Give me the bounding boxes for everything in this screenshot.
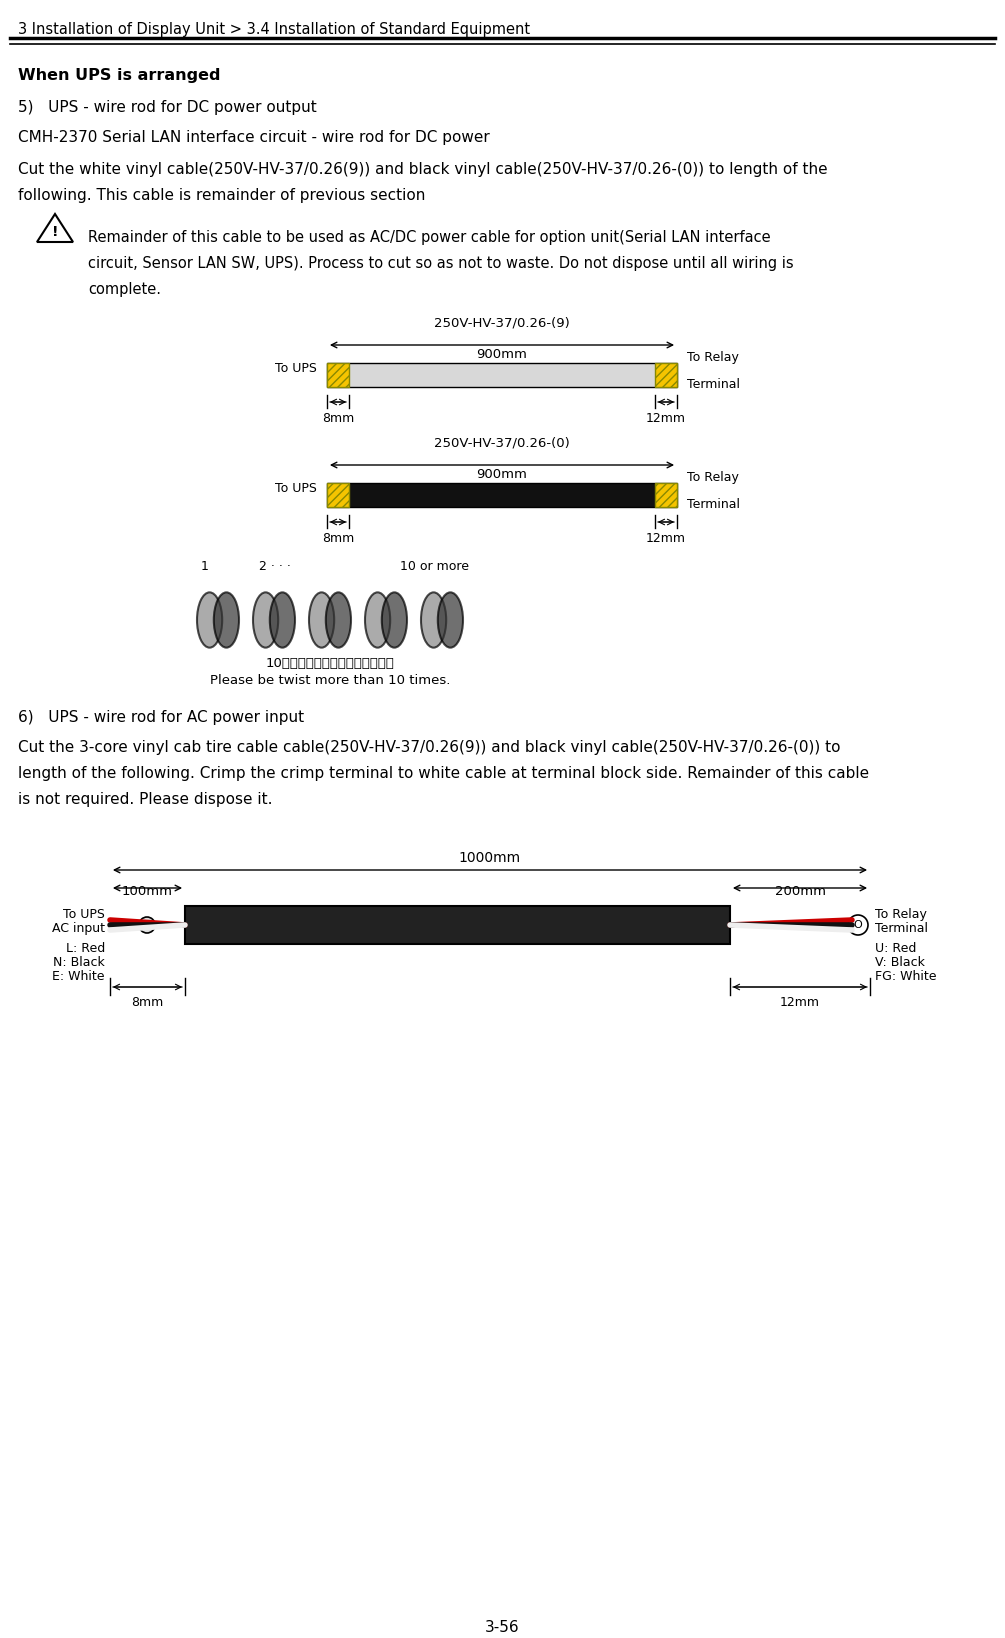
Text: CMH-2370 Serial LAN interface circuit - wire rod for DC power: CMH-2370 Serial LAN interface circuit - …	[18, 129, 489, 146]
Text: 12mm: 12mm	[646, 532, 686, 545]
Ellipse shape	[382, 593, 407, 647]
Text: 3-56: 3-56	[484, 1620, 520, 1635]
Ellipse shape	[197, 593, 222, 647]
Text: 10 or more: 10 or more	[401, 560, 469, 573]
Text: !: !	[51, 224, 58, 239]
Text: AC input: AC input	[52, 922, 105, 935]
Bar	[327, 483, 349, 508]
Text: N: Black: N: Black	[53, 957, 105, 970]
Text: 8mm: 8mm	[322, 413, 354, 424]
Ellipse shape	[309, 593, 335, 647]
Text: Please be twist more than 10 times.: Please be twist more than 10 times.	[210, 673, 450, 686]
Text: 6)   UPS - wire rod for AC power input: 6) UPS - wire rod for AC power input	[18, 709, 305, 726]
Text: To UPS: To UPS	[275, 362, 317, 375]
Text: Terminal: Terminal	[875, 922, 928, 935]
Text: Remainder of this cable to be used as AC/DC power cable for option unit(Serial L: Remainder of this cable to be used as AC…	[88, 229, 771, 246]
Text: 900mm: 900mm	[476, 347, 528, 360]
Text: To Relay: To Relay	[687, 351, 739, 364]
Text: 3 Installation of Display Unit > 3.4 Installation of Standard Equipment: 3 Installation of Display Unit > 3.4 Ins…	[18, 21, 530, 38]
Text: 100mm: 100mm	[122, 885, 173, 898]
Bar	[655, 364, 677, 387]
Ellipse shape	[438, 593, 463, 647]
Ellipse shape	[269, 593, 295, 647]
Ellipse shape	[365, 593, 390, 647]
Ellipse shape	[326, 593, 351, 647]
Text: 1000mm: 1000mm	[459, 852, 521, 865]
Text: 8mm: 8mm	[131, 996, 163, 1009]
Text: circuit, Sensor LAN SW, UPS). Process to cut so as not to waste. Do not dispose : circuit, Sensor LAN SW, UPS). Process to…	[88, 256, 794, 270]
Bar	[655, 483, 677, 508]
Ellipse shape	[214, 593, 239, 647]
Text: E: White: E: White	[52, 970, 105, 983]
Text: length of the following. Crimp the crimp terminal to white cable at terminal blo: length of the following. Crimp the crimp…	[18, 767, 869, 781]
Text: To UPS: To UPS	[63, 907, 105, 921]
Text: FG: White: FG: White	[875, 970, 937, 983]
Text: 1: 1	[201, 560, 209, 573]
Text: 2 · · ·: 2 · · ·	[259, 560, 290, 573]
Text: 12mm: 12mm	[646, 413, 686, 424]
Text: 250V-HV-37/0.26-(0): 250V-HV-37/0.26-(0)	[434, 437, 570, 450]
Bar	[185, 906, 730, 943]
Text: Cut the 3-core vinyl cab tire cable cable(250V-HV-37/0.26(9)) and black vinyl ca: Cut the 3-core vinyl cab tire cable cabl…	[18, 740, 840, 755]
Text: To Relay: To Relay	[875, 907, 927, 921]
Ellipse shape	[421, 593, 446, 647]
Text: 10回以上絞り合わせてください。: 10回以上絞り合わせてください。	[265, 657, 394, 670]
Bar	[327, 364, 677, 387]
Text: O: O	[853, 921, 862, 930]
Text: 200mm: 200mm	[775, 885, 825, 898]
Circle shape	[139, 917, 155, 934]
Text: complete.: complete.	[88, 282, 161, 296]
Text: When UPS is arranged: When UPS is arranged	[18, 69, 220, 84]
Ellipse shape	[253, 593, 278, 647]
Text: V: Black: V: Black	[875, 957, 925, 970]
Text: U: Red: U: Red	[875, 942, 917, 955]
Bar	[327, 364, 349, 387]
Text: To Relay: To Relay	[687, 472, 739, 483]
Text: 8mm: 8mm	[322, 532, 354, 545]
Text: 12mm: 12mm	[780, 996, 820, 1009]
Text: Terminal: Terminal	[687, 498, 740, 511]
Text: 900mm: 900mm	[476, 468, 528, 482]
Text: L: Red: L: Red	[65, 942, 105, 955]
Text: To UPS: To UPS	[275, 482, 317, 495]
Circle shape	[848, 916, 868, 935]
Text: following. This cable is remainder of previous section: following. This cable is remainder of pr…	[18, 188, 425, 203]
Text: 250V-HV-37/0.26-(9): 250V-HV-37/0.26-(9)	[434, 318, 570, 329]
Bar	[327, 483, 677, 508]
Text: is not required. Please dispose it.: is not required. Please dispose it.	[18, 793, 272, 808]
Text: Cut the white vinyl cable(250V-HV-37/0.26(9)) and black vinyl cable(250V-HV-37/0: Cut the white vinyl cable(250V-HV-37/0.2…	[18, 162, 828, 177]
Text: Terminal: Terminal	[687, 378, 740, 391]
Text: 5)   UPS - wire rod for DC power output: 5) UPS - wire rod for DC power output	[18, 100, 317, 115]
